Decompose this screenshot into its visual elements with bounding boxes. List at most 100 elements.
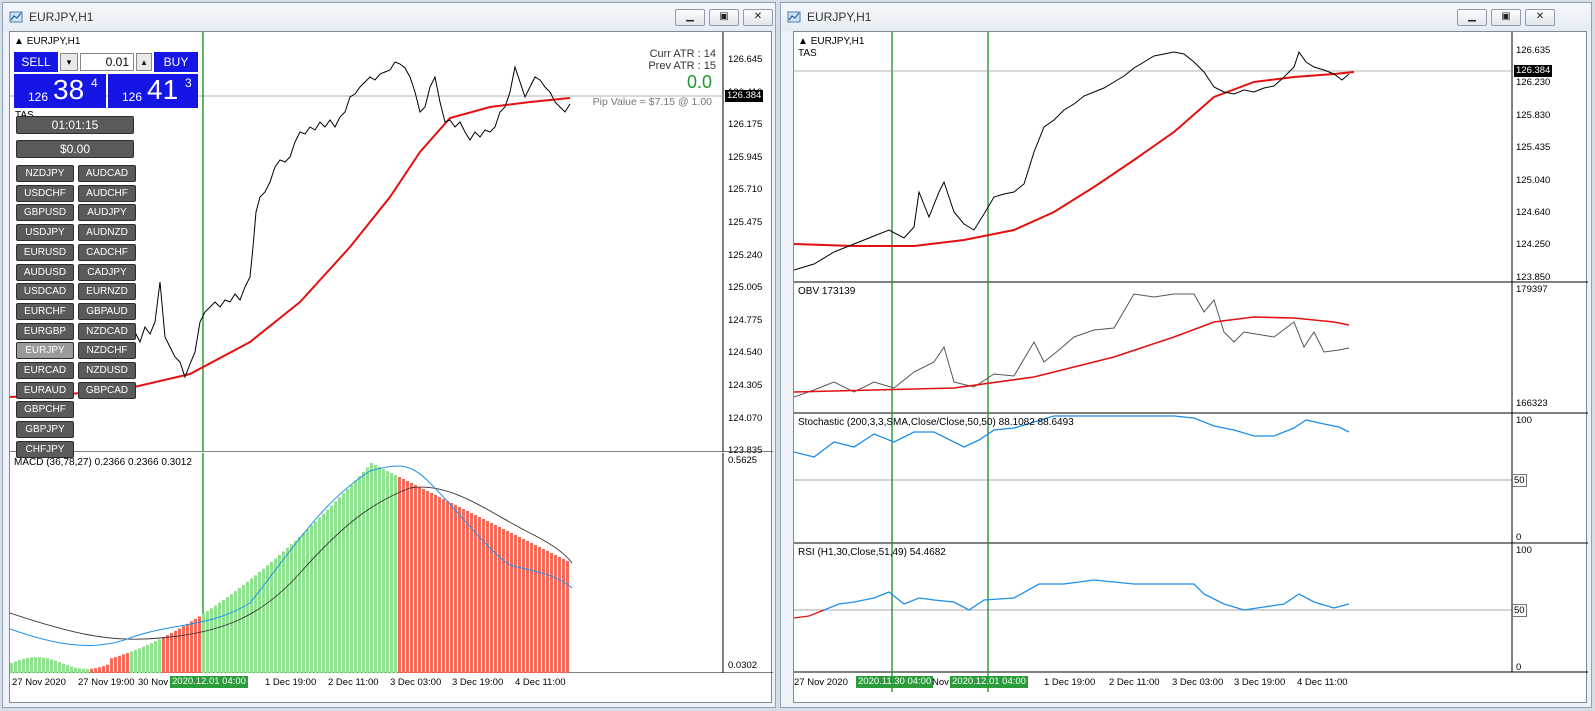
macd-bar [414, 485, 417, 673]
macd-bar [350, 484, 353, 673]
macd-bar [398, 477, 401, 673]
collapse-triangle-icon[interactable]: ▲ [14, 36, 24, 47]
macd-bar [278, 554, 281, 673]
macd-bar [366, 467, 369, 673]
symbol-button[interactable]: AUDJPY [78, 204, 136, 222]
maximize-button[interactable]: ▣ [709, 9, 739, 26]
macd-bar [182, 626, 185, 673]
symbol-button[interactable]: EURGBP [16, 322, 74, 340]
symbol-button[interactable]: GBPUSD [16, 204, 74, 222]
macd-bar [374, 465, 377, 673]
rsi-line [823, 579, 1350, 611]
macd-histogram [10, 463, 569, 673]
macd-bar [158, 639, 161, 673]
macd-bar [554, 555, 557, 673]
close-button[interactable]: ✕ [1525, 9, 1555, 26]
macd-bar [322, 513, 325, 673]
right-chart-window[interactable]: EURJPY,H1 ▁ ▣ ✕ [780, 2, 1592, 708]
macd-bar [510, 533, 513, 673]
macd-bar [302, 533, 305, 673]
symbol-button[interactable]: EURNZD [78, 283, 136, 301]
right-chart-area[interactable]: ▲ EURJPY,H1 TAS 126.635 126.230 125.830 125… [793, 31, 1588, 704]
symbol-button[interactable]: GBPCAD [78, 381, 136, 399]
symbol-button[interactable]: USDCAD [16, 283, 74, 301]
symbol-button[interactable]: AUDUSD [16, 263, 74, 281]
symbol-button[interactable]: USDCHF [16, 184, 74, 202]
obv-ma-line [794, 316, 1350, 393]
collapse-triangle-icon[interactable]: ▲ [798, 36, 808, 47]
macd-bar [458, 507, 461, 673]
symbol-button[interactable]: AUDCAD [78, 165, 136, 182]
macd-bar [162, 637, 165, 673]
left-titlebar[interactable]: EURJPY,H1 ▁ ▣ ✕ [3, 3, 775, 31]
minimize-button[interactable]: ▁ [675, 9, 705, 26]
macd-bar [234, 591, 237, 673]
symbol-button[interactable]: EURCAD [16, 362, 74, 379]
symbol-button[interactable]: USDJPY [16, 224, 74, 242]
symbol-button[interactable]: CHFJPY [16, 440, 74, 458]
left-chart-area[interactable]: ▲ EURJPY,H1 SELL ▾ 0.01 ▴ BUY 126 38 4 1… [9, 31, 773, 703]
symbol-button[interactable]: EURJPY [16, 342, 74, 360]
right-moving-average-line [794, 71, 1355, 247]
lot-stepper[interactable]: ▴ [136, 53, 152, 71]
right-charts[interactable] [794, 32, 1588, 704]
price-axis-label: 125.005 [728, 282, 763, 294]
symbol-button[interactable]: EURAUD [16, 381, 74, 399]
rsi-axis-50: 50 [1512, 604, 1527, 617]
macd-bar [518, 537, 521, 673]
close-button[interactable]: ✕ [743, 9, 773, 26]
macd-bar [178, 628, 181, 673]
sell-button[interactable]: SELL [14, 52, 58, 72]
macd-bar [354, 480, 357, 673]
buy-button[interactable]: BUY [154, 52, 198, 72]
macd-bar [170, 632, 173, 673]
date-axis-label: 3 Dec 19:00 [452, 677, 504, 688]
symbol-button[interactable]: NZDCAD [78, 322, 136, 340]
macd-bar [394, 475, 397, 673]
symbol-button[interactable]: GBPJPY [16, 421, 74, 439]
macd-axis-top: 0.5625 [728, 455, 758, 466]
symbol-button[interactable]: AUDCHF [78, 184, 136, 202]
date-partial-1: Nov [932, 677, 949, 688]
symbol-button[interactable]: NZDCHF [78, 342, 136, 360]
buy-price-panel[interactable]: 126 41 3 [108, 74, 198, 108]
macd-bar [378, 467, 381, 673]
macd-chart[interactable] [10, 453, 773, 673]
date-axis-label: 4 Dec 11:00 [1297, 677, 1348, 688]
symbol-button[interactable]: AUDNZD [78, 224, 136, 242]
macd-bar [550, 553, 553, 673]
timer-display: 01:01:15 [16, 116, 134, 134]
macd-bar [194, 618, 197, 673]
symbol-button[interactable]: EURCHF [16, 302, 74, 320]
sell-price-panel[interactable]: 126 38 4 [14, 74, 106, 108]
symbol-button[interactable]: CADCHF [78, 243, 136, 261]
price-axis-label: 124.250 [1516, 239, 1551, 251]
lot-dropdown[interactable]: ▾ [60, 53, 78, 71]
macd-bar [90, 668, 93, 673]
symbol-button[interactable]: NZDUSD [78, 362, 136, 379]
right-titlebar[interactable]: EURJPY,H1 ▁ ▣ ✕ [781, 3, 1591, 31]
crosshair-date-box-1: 2020.11.30 04:00 [856, 676, 934, 688]
trade-panel[interactable]: SELL ▾ 0.01 ▴ BUY 126 38 4 126 41 3 [14, 52, 198, 108]
macd-bar [138, 648, 141, 673]
left-chart-window[interactable]: EURJPY,H1 ▁ ▣ ✕ ▲ EURJPY,H1 [2, 2, 776, 708]
symbol-button[interactable]: CADJPY [78, 263, 136, 281]
macd-bar [522, 539, 525, 673]
date-axis-label: 27 Nov 19:00 [78, 677, 135, 688]
maximize-button[interactable]: ▣ [1491, 9, 1521, 26]
symbol-button[interactable]: EURUSD [16, 243, 74, 261]
macd-bar [130, 651, 133, 673]
macd-bar [242, 584, 245, 673]
minimize-button[interactable]: ▁ [1457, 9, 1487, 26]
macd-bar [270, 561, 273, 673]
lot-input[interactable]: 0.01 [80, 53, 134, 71]
macd-bar [14, 661, 17, 673]
date-axis-label: 27 Nov 2020 [794, 677, 848, 688]
stoch-axis-50: 50 [1512, 474, 1527, 487]
macd-bar [410, 483, 413, 673]
macd-bar [294, 540, 297, 673]
symbol-button[interactable]: GBPCHF [16, 401, 74, 419]
symbol-button[interactable]: NZDJPY [16, 165, 74, 182]
symbol-button[interactable]: GBPAUD [78, 302, 136, 320]
macd-bar [58, 662, 61, 673]
